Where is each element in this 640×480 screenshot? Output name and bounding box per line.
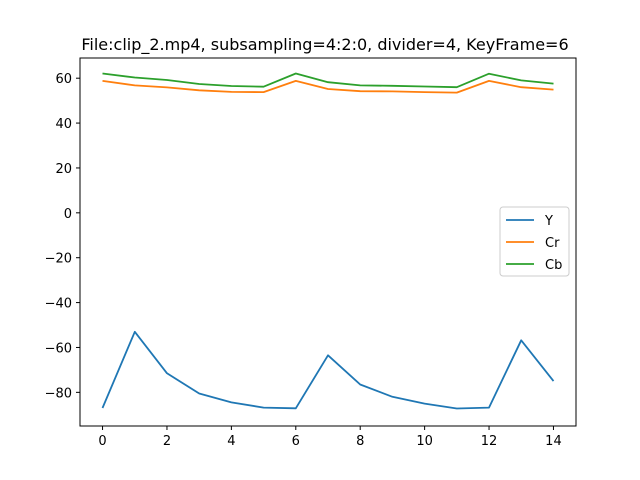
y-tick-label: −40	[45, 297, 72, 312]
x-tick-label: 6	[292, 434, 300, 449]
legend-label-cb: Cb	[545, 258, 562, 273]
x-tick-label: 14	[545, 434, 562, 449]
legend: Y Cr Cb	[499, 206, 570, 277]
y-tick-label: 40	[55, 117, 72, 132]
axes-frame	[79, 57, 577, 427]
x-tick-label: 4	[227, 434, 235, 449]
x-tick-label: 2	[163, 434, 171, 449]
series-line-cr	[102, 80, 554, 94]
y-axis: 60 40 20 0 −20 −40 −60 −80	[45, 72, 80, 401]
series-line-cb	[102, 72, 554, 89]
legend-label-cr: Cr	[545, 236, 560, 251]
y-tick-label: 20	[55, 162, 72, 177]
chart-title: File:clip_2.mp4, subsampling=4:2:0, divi…	[81, 35, 568, 55]
legend-label-y: Y	[544, 214, 553, 229]
y-tick-label: −20	[45, 252, 72, 267]
y-tick-label: 0	[64, 207, 72, 222]
x-tick-label: 0	[98, 434, 106, 449]
x-tick-label: 8	[356, 434, 364, 449]
x-axis: 0 2 4 6 8 10 12 14	[98, 426, 562, 449]
series-line-y	[101, 330, 555, 410]
plot-lines	[101, 72, 555, 410]
x-tick-label: 12	[481, 434, 498, 449]
y-tick-label: −80	[45, 386, 72, 401]
y-tick-label: 60	[55, 72, 72, 87]
y-tick-label: −60	[45, 341, 72, 356]
legend-box	[499, 206, 570, 277]
x-tick-label: 10	[416, 434, 433, 449]
